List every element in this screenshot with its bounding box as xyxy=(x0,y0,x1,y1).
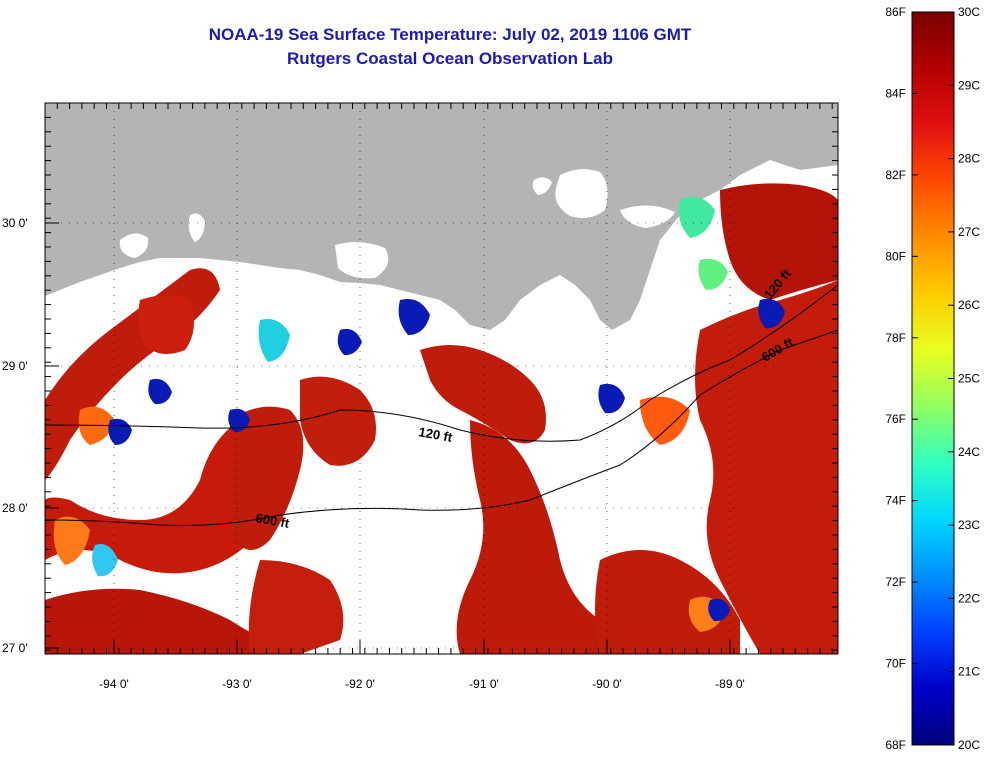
contour-label-600ft: 600 ft xyxy=(254,510,291,531)
lake xyxy=(555,169,608,218)
colorbar-ticks xyxy=(912,11,954,746)
colorbar-f-label: 72F xyxy=(885,575,906,589)
lake xyxy=(335,242,389,279)
lon-label: -93 0' xyxy=(222,677,252,691)
lat-label: 27 0' xyxy=(2,641,28,655)
lake xyxy=(119,233,149,258)
sst-patches xyxy=(45,183,838,654)
colorbar-f-label: 76F xyxy=(885,412,906,426)
colorbar-fahrenheit-labels: 86F 84F 82F 80F 78F 76F 74F 72F 70F 68F xyxy=(885,5,906,752)
colorbar-f-label: 74F xyxy=(885,494,906,508)
map-title: NOAA-19 Sea Surface Temperature: July 02… xyxy=(208,25,692,44)
contour-120ft xyxy=(45,284,838,442)
colorbar-f-label: 82F xyxy=(885,168,906,182)
colorbar-c-label: 20C xyxy=(958,738,980,752)
colorbar-c-label: 29C xyxy=(958,78,980,92)
colorbar-f-label: 78F xyxy=(885,331,906,345)
lake xyxy=(620,205,675,228)
lon-label: -92 0' xyxy=(345,677,375,691)
colorbar-c-label: 23C xyxy=(958,518,980,532)
map-subtitle: Rutgers Coastal Ocean Observation Lab xyxy=(287,49,613,68)
colorbar-celsius-labels: 30C 29C 28C 27C 26C 25C 24C 23C 22C 21C 20C xyxy=(958,5,980,752)
colorbar-f-label: 86F xyxy=(885,5,906,19)
lon-label: -94 0' xyxy=(99,677,129,691)
colorbar-c-label: 24C xyxy=(958,445,980,459)
colorbar-c-label: 27C xyxy=(958,225,980,239)
lon-label: -90 0' xyxy=(592,677,622,691)
colorbar-f-label: 68F xyxy=(885,738,906,752)
lon-label: -91 0' xyxy=(469,677,499,691)
colorbar-c-label: 30C xyxy=(958,5,980,19)
lat-label: 28 0' xyxy=(2,501,28,515)
lake xyxy=(188,213,205,242)
colorbar xyxy=(911,11,955,746)
colorbar-f-label: 80F xyxy=(885,249,906,263)
colorbar-c-label: 25C xyxy=(958,372,980,386)
lake xyxy=(532,177,552,195)
lat-label: 29 0' xyxy=(2,359,28,373)
lon-label: -89 0' xyxy=(715,677,745,691)
colorbar-c-label: 22C xyxy=(958,591,980,605)
lat-label: 30 0' xyxy=(2,216,28,230)
contour-label-120ft: 120 ft xyxy=(417,424,454,445)
land-mass xyxy=(45,103,838,330)
colorbar-c-label: 28C xyxy=(958,152,980,166)
colorbar-c-label: 26C xyxy=(958,298,980,312)
colorbar-c-label: 21C xyxy=(958,665,980,679)
longitude-labels: -94 0' -93 0' -92 0' -91 0' -90 0' -89 0' xyxy=(99,677,745,691)
latitude-labels: 30 0' 29 0' 28 0' 27 0' xyxy=(2,216,28,655)
map-area xyxy=(45,103,838,654)
map-frame xyxy=(44,102,839,655)
colorbar-f-label: 70F xyxy=(885,657,906,671)
axis-ticks xyxy=(44,102,838,654)
contour-600ft xyxy=(45,329,838,527)
colorbar-f-label: 84F xyxy=(885,86,906,100)
